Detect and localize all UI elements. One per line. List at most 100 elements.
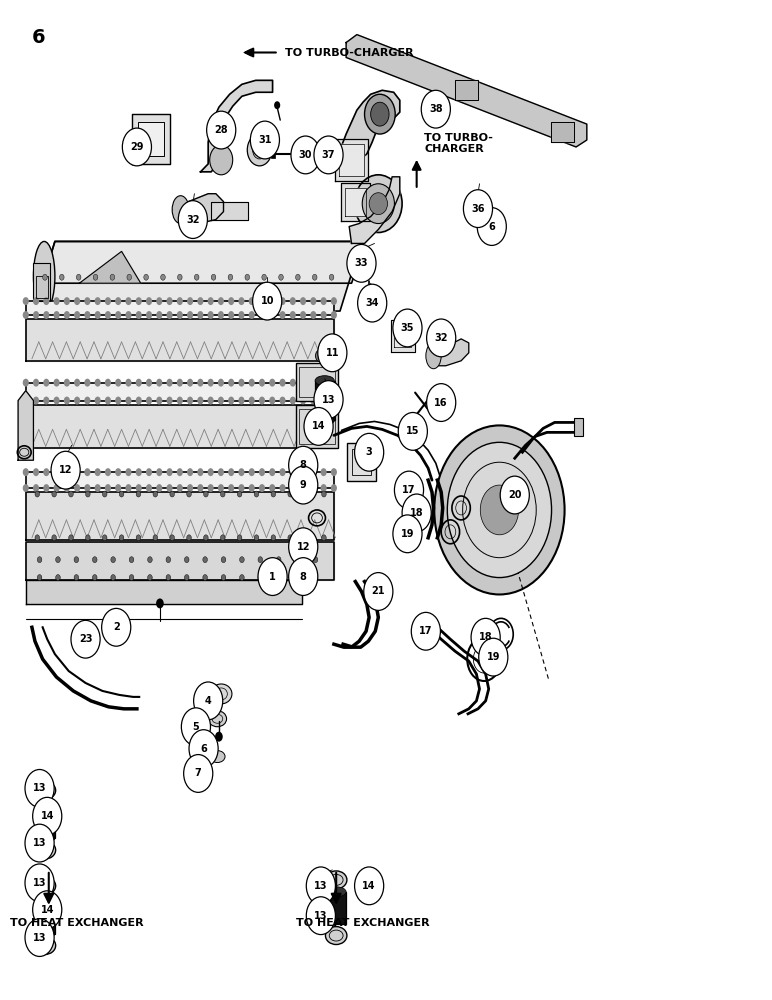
Circle shape	[105, 468, 111, 476]
Circle shape	[239, 468, 245, 476]
Ellipse shape	[354, 175, 402, 232]
Circle shape	[120, 491, 124, 497]
Polygon shape	[18, 391, 33, 460]
Text: 32: 32	[186, 215, 200, 225]
Circle shape	[291, 136, 320, 174]
Circle shape	[463, 190, 493, 228]
Polygon shape	[25, 580, 302, 604]
Circle shape	[208, 397, 214, 405]
Text: 18: 18	[410, 508, 424, 518]
Text: 6: 6	[200, 744, 207, 754]
Ellipse shape	[34, 781, 56, 799]
Circle shape	[136, 484, 142, 492]
Circle shape	[33, 468, 39, 476]
Text: TO HEAT EXCHANGER: TO HEAT EXCHANGER	[296, 918, 429, 928]
Text: 29: 29	[130, 142, 144, 152]
Circle shape	[239, 311, 245, 319]
Circle shape	[252, 282, 282, 320]
Polygon shape	[25, 319, 334, 361]
Text: 30: 30	[299, 150, 312, 160]
Circle shape	[480, 485, 519, 535]
Polygon shape	[25, 472, 334, 488]
Circle shape	[198, 484, 204, 492]
Ellipse shape	[211, 684, 232, 704]
Circle shape	[146, 379, 152, 387]
Circle shape	[500, 476, 530, 514]
Circle shape	[306, 867, 335, 905]
Circle shape	[239, 379, 245, 387]
Bar	[297, 149, 303, 159]
Circle shape	[52, 491, 56, 497]
Circle shape	[156, 468, 162, 476]
Circle shape	[84, 379, 90, 387]
Ellipse shape	[327, 887, 346, 897]
Circle shape	[208, 297, 214, 305]
Circle shape	[35, 491, 39, 497]
Polygon shape	[137, 122, 164, 156]
Circle shape	[84, 297, 90, 305]
Circle shape	[95, 297, 100, 305]
Circle shape	[64, 379, 70, 387]
Circle shape	[156, 397, 162, 405]
Text: 18: 18	[479, 632, 493, 642]
Circle shape	[53, 468, 59, 476]
Polygon shape	[340, 90, 400, 164]
Ellipse shape	[426, 343, 441, 369]
Circle shape	[156, 311, 162, 319]
Circle shape	[320, 397, 327, 405]
Circle shape	[394, 471, 424, 509]
Text: 12: 12	[59, 465, 73, 475]
Circle shape	[53, 379, 59, 387]
Circle shape	[74, 379, 80, 387]
Text: 17: 17	[419, 626, 432, 636]
Text: 8: 8	[300, 572, 306, 582]
Polygon shape	[201, 80, 273, 172]
Ellipse shape	[326, 927, 347, 945]
Circle shape	[177, 311, 183, 319]
Circle shape	[125, 397, 131, 405]
Circle shape	[208, 311, 214, 319]
Text: 33: 33	[354, 258, 368, 268]
Circle shape	[210, 145, 232, 175]
Polygon shape	[33, 241, 361, 311]
Circle shape	[167, 397, 173, 405]
Circle shape	[103, 535, 107, 541]
Circle shape	[103, 491, 107, 497]
Circle shape	[314, 136, 343, 174]
Text: 12: 12	[296, 542, 310, 552]
Circle shape	[187, 484, 193, 492]
Circle shape	[422, 90, 450, 128]
Circle shape	[167, 379, 173, 387]
Text: 17: 17	[402, 485, 416, 495]
Circle shape	[295, 557, 300, 563]
Ellipse shape	[362, 184, 394, 224]
Circle shape	[22, 397, 29, 405]
Circle shape	[313, 274, 317, 280]
Circle shape	[93, 575, 97, 581]
Polygon shape	[25, 383, 334, 401]
Text: 37: 37	[322, 150, 335, 160]
Circle shape	[215, 732, 223, 742]
Circle shape	[105, 297, 111, 305]
Circle shape	[218, 297, 224, 305]
Circle shape	[156, 484, 162, 492]
Ellipse shape	[326, 871, 347, 889]
Circle shape	[364, 94, 395, 134]
Circle shape	[279, 311, 286, 319]
Circle shape	[76, 274, 81, 280]
Circle shape	[178, 201, 208, 238]
Polygon shape	[173, 194, 224, 224]
Circle shape	[276, 575, 281, 581]
Circle shape	[239, 397, 245, 405]
Bar	[299, 409, 334, 444]
Circle shape	[37, 557, 42, 563]
Circle shape	[300, 311, 306, 319]
Text: 19: 19	[486, 652, 500, 662]
Bar	[351, 449, 371, 475]
Circle shape	[305, 491, 310, 497]
Circle shape	[254, 491, 259, 497]
Circle shape	[300, 397, 306, 405]
Circle shape	[64, 297, 70, 305]
Circle shape	[221, 535, 225, 541]
Circle shape	[125, 379, 131, 387]
